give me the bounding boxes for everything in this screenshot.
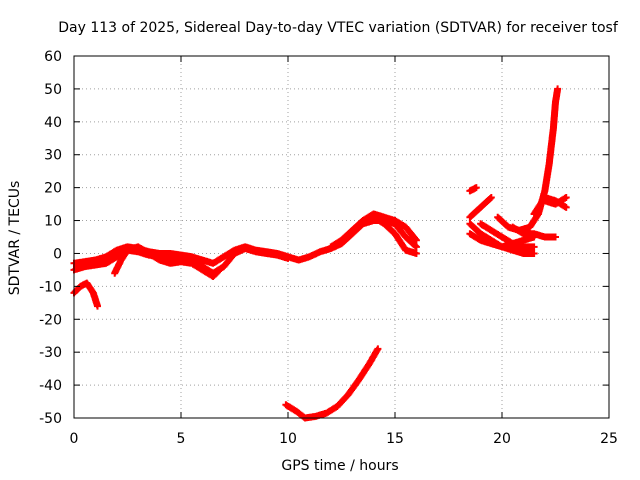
- chart-title: Day 113 of 2025, Sidereal Day-to-day VTE…: [58, 20, 619, 36]
- series-markers: [370, 213, 420, 257]
- series-s14: [509, 223, 559, 241]
- x-tick-label: 0: [70, 431, 79, 447]
- series-s5: [282, 345, 382, 422]
- series-markers: [466, 184, 480, 195]
- plot-frame: [73, 55, 610, 419]
- series-markers: [541, 194, 570, 208]
- y-axis-label: SDTVAR / TECUs: [7, 181, 23, 296]
- series-markers: [282, 345, 382, 422]
- axis-ticks: 0 5 10 15 20 25 -50 -40 -30 -20 -10 0 10 20 30 40 50 60: [39, 49, 618, 447]
- series-s12: [477, 220, 538, 251]
- x-tick-label: 15: [386, 431, 404, 447]
- x-tick-label: 10: [279, 431, 297, 447]
- y-tick-label: -30: [39, 345, 62, 361]
- y-tick-label: 30: [44, 148, 62, 164]
- series-s8: [466, 184, 480, 195]
- y-tick-label: 60: [44, 49, 62, 65]
- series-s4: [111, 243, 223, 280]
- y-tick-label: -40: [39, 378, 62, 394]
- series-s16: [541, 194, 570, 208]
- y-tick-label: 20: [44, 181, 62, 197]
- series-markers: [466, 194, 495, 221]
- x-axis-label: GPS time / hours: [281, 458, 398, 474]
- series-s6: [327, 210, 420, 251]
- series-markers: [477, 220, 538, 251]
- series-markers: [111, 243, 223, 280]
- y-tick-label: 10: [44, 214, 62, 230]
- y-tick-label: -20: [39, 312, 62, 328]
- series-s7: [370, 213, 420, 257]
- y-tick-label: 50: [44, 82, 62, 98]
- series-markers: [327, 210, 420, 251]
- x-tick-label: 25: [600, 431, 618, 447]
- series-markers: [509, 223, 559, 241]
- x-tick-label: 20: [493, 431, 511, 447]
- data-marks: [70, 85, 570, 422]
- y-tick-label: 40: [44, 115, 62, 131]
- x-tick-label: 5: [177, 431, 186, 447]
- y-tick-label: -50: [39, 411, 62, 427]
- y-tick-label: -10: [39, 279, 62, 295]
- y-tick-label: 0: [53, 246, 62, 262]
- series-s9: [466, 194, 495, 221]
